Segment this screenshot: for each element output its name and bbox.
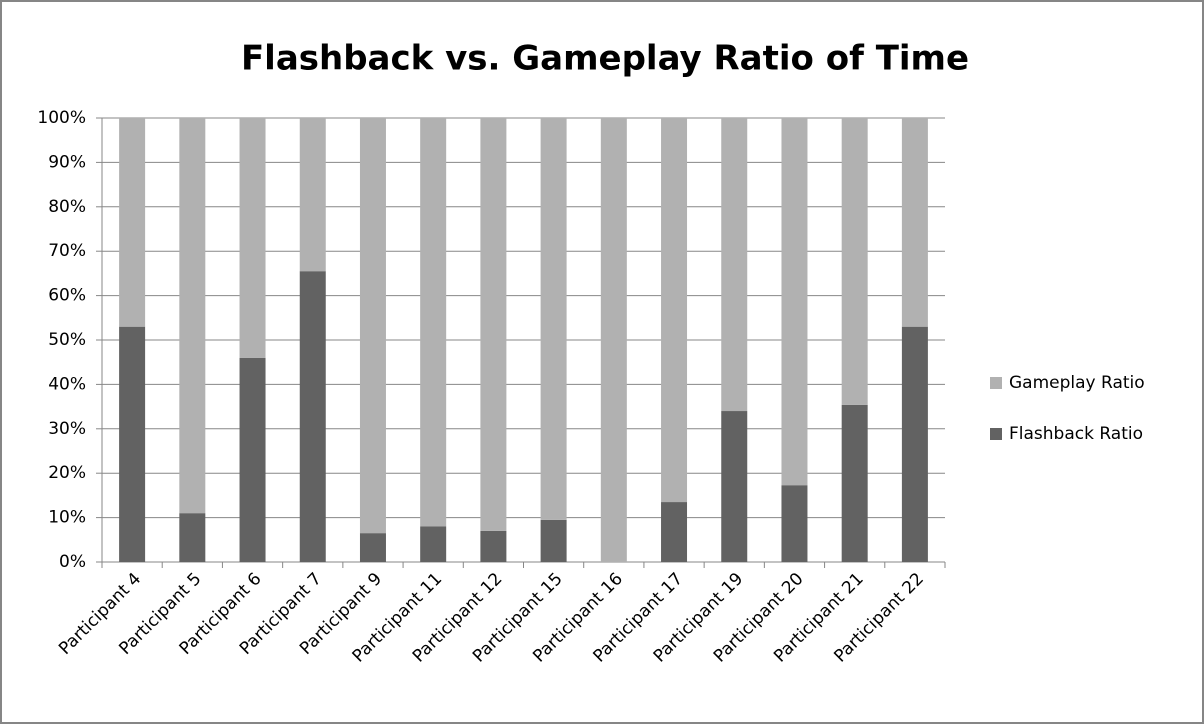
chart-title: Flashback vs. Gameplay Ratio of Time [241,39,969,79]
y-tick-label: 60% [48,286,86,306]
bar-segment [119,118,146,327]
y-tick-label: 100% [37,108,86,128]
bar-segment [239,118,266,358]
bar-segment [721,411,748,562]
bar-segment [359,118,386,534]
bar-segment [480,530,507,562]
bar-segment [841,404,868,562]
bar-segment [420,526,447,562]
bar-segment [359,533,386,562]
bar-segment [600,118,627,562]
bar-segment [119,326,146,562]
y-tick-label: 80% [48,197,86,217]
legend-swatch [990,377,1002,389]
legend-label: Gameplay Ratio [1009,373,1145,393]
legend-label: Flashback Ratio [1009,424,1143,444]
y-tick-label: 90% [48,152,86,172]
bar-segment [781,485,808,562]
bar-segment [420,118,447,527]
bar-segment [901,118,928,327]
bar-segment [661,118,688,503]
bar-segment [299,118,326,272]
bar-segment [179,513,206,562]
y-tick-label: 70% [48,241,86,261]
bar-segment [540,519,567,562]
bar-segment [480,118,507,531]
bar-segment [781,118,808,486]
bar-segment [841,118,868,405]
y-tick-label: 20% [48,463,86,483]
y-tick-label: 0% [59,552,86,572]
bar-segment [721,118,748,412]
bar-segment [179,118,206,514]
bar-segment [239,357,266,562]
bar-segment [299,271,326,562]
y-tick-label: 10% [48,508,86,528]
legend-swatch [990,428,1002,440]
bar-segment [901,326,928,562]
y-tick-label: 30% [48,419,86,439]
bar-segment [661,502,688,562]
y-tick-label: 40% [48,374,86,394]
bar-segment [540,118,567,520]
y-tick-label: 50% [48,330,86,350]
